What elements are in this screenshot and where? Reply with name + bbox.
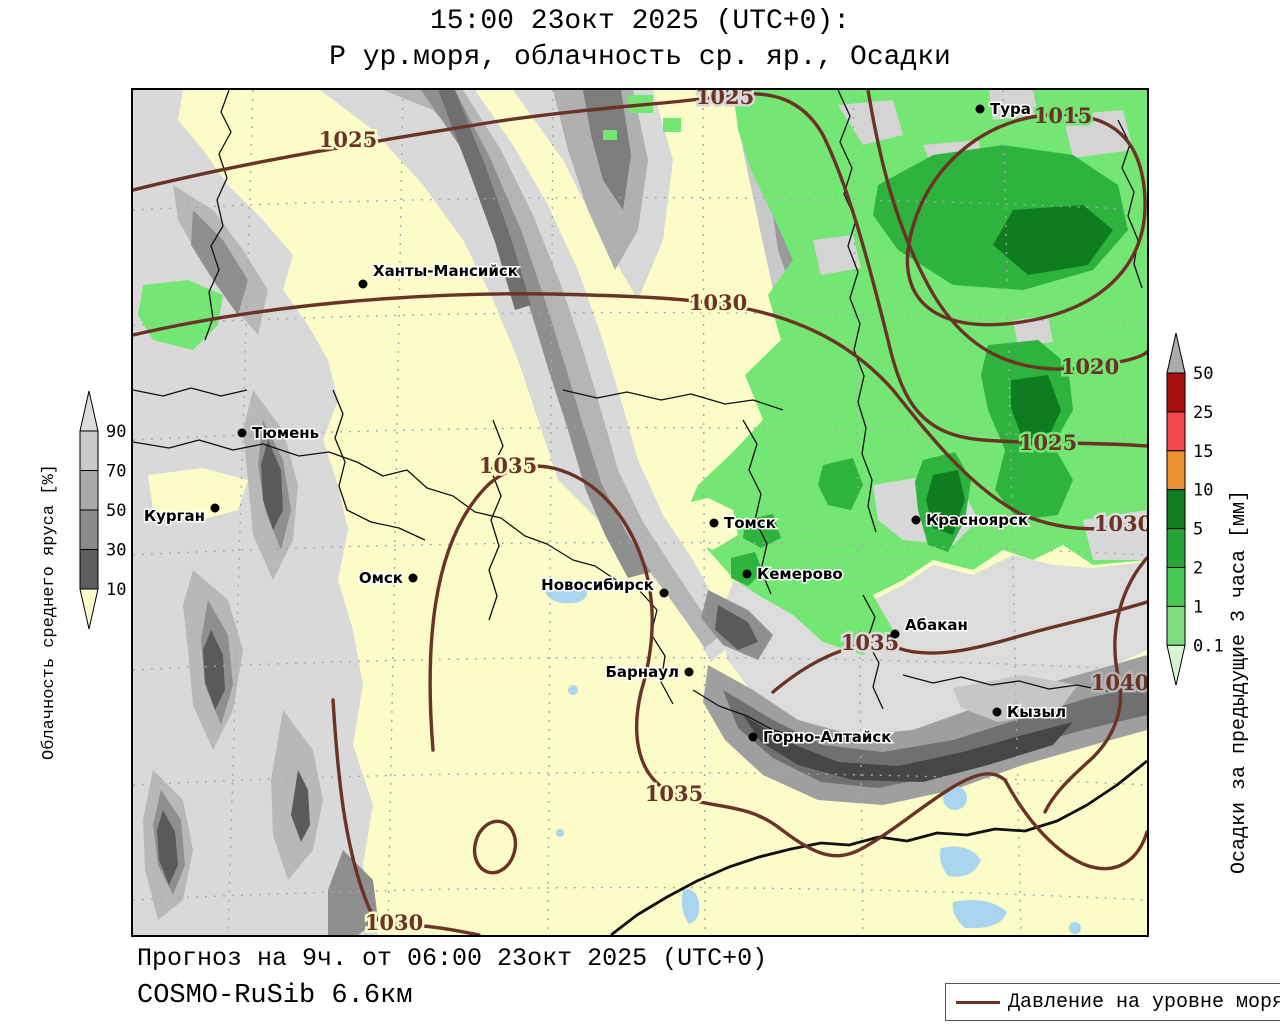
city-label-Ханты-Мансийск: Ханты-Мансийск	[373, 262, 518, 280]
map-panel: 1025 1025 1015 1020 1025 1030 1030 1035 1035 1040…	[131, 88, 1149, 937]
isobar-label-1030: 1030	[689, 290, 747, 315]
colorbar-tick: 70	[106, 462, 126, 482]
city-label-Красноярск: Красноярск	[926, 511, 1028, 529]
isobar-label-1015: 1015	[1034, 103, 1092, 128]
isobar-label-1020: 1020	[1061, 354, 1119, 379]
city-label-Кызыл: Кызыл	[1007, 703, 1066, 721]
forecast-map: 1025 1025 1015 1020 1025 1030 1030 1035 1035 1040…	[133, 90, 1147, 935]
city-label-Новосибирск: Новосибирск	[541, 576, 654, 594]
forecast-info: Прогноз на 9ч. от 06:00 23окт 2025 (UTC+…	[137, 944, 768, 973]
lake-layer	[545, 584, 1081, 934]
colorbar-tick: 30	[106, 541, 126, 561]
precip-colorbar: 50 25 15 10 5 2 1 0.1	[1166, 332, 1224, 686]
city-marker-Абакан	[890, 629, 900, 639]
city-marker-Ханты-Мансийск	[358, 279, 368, 289]
colorbar-tick: 1	[1193, 597, 1203, 617]
city-label-Кемерово: Кемерово	[757, 565, 843, 583]
city-label-Курган: Курган	[144, 507, 205, 525]
isobar-1040	[1043, 556, 1147, 814]
isobar-label-1035: 1035	[645, 781, 703, 806]
city-marker-Кызыл	[992, 707, 1002, 717]
isobar-1030	[133, 292, 1147, 531]
cloud-layer	[133, 90, 1147, 935]
precip-layer	[138, 90, 1147, 655]
city-label-Абакан: Абакан	[905, 616, 968, 634]
page-title-datetime: 15:00 23окт 2025 (UTC+0):	[429, 6, 851, 37]
city-label-Тюмень: Тюмень	[252, 424, 319, 442]
isobar-1030-south	[331, 698, 481, 935]
isobar-label-1040: 1040	[1091, 670, 1147, 695]
city-marker-Тюмень	[237, 428, 247, 438]
pressure-legend: Давление на уровне моря	[945, 983, 1280, 1021]
isobar-label-1025: 1025	[1019, 430, 1077, 455]
city-label-Барнаул: Барнаул	[605, 663, 679, 681]
isobar-1025	[133, 92, 1147, 448]
colorbar-tick: 10	[1193, 481, 1213, 501]
isobar-1015	[905, 112, 1147, 327]
city-marker-Томск	[709, 518, 719, 528]
model-info: COSMO-RuSib 6.6км	[137, 981, 413, 1011]
isobar-1035-east	[771, 600, 1147, 694]
city-layer: Тура Ханты-Мансийск Тюмень Курган Омск Томск К…	[142, 99, 1067, 748]
city-label-Тура: Тура	[990, 100, 1031, 118]
colorbar-tick: 50	[1193, 364, 1213, 384]
pressure-legend-label: Давление на уровне моря	[1008, 990, 1280, 1014]
colorbar-tick: 15	[1193, 442, 1213, 462]
page-title-fields: Р ур.моря, облачность ср. яр., Осадки	[329, 42, 951, 73]
isobar-label-1030: 1030	[365, 910, 423, 935]
city-marker-Красноярск	[911, 515, 921, 525]
city-marker-Курган	[210, 503, 220, 513]
isobar-layer	[133, 90, 1147, 935]
city-marker-Тура	[975, 104, 985, 114]
city-label-Омск: Омск	[359, 569, 403, 587]
colorbar-tick: 10	[106, 580, 126, 600]
colorbar-tick: 90	[106, 422, 126, 442]
isobar-labels: 1025 1025 1015 1020 1025 1030 1030 1035 1035 1040…	[316, 90, 1147, 935]
cloud-colorbar-title: Облачность среднего яруса [%]	[40, 464, 59, 760]
city-label-Горно-Алтайск: Горно-Алтайск	[763, 728, 892, 746]
colorbar-tick: 0.1	[1193, 636, 1224, 656]
isobar-label-1035: 1035	[479, 453, 537, 478]
colorbar-tick: 5	[1193, 520, 1203, 540]
colorbar-tick: 25	[1193, 403, 1213, 423]
pressure-line-sample	[956, 1000, 1000, 1004]
isobar-label-1025: 1025	[696, 90, 754, 109]
isobar-label-1025: 1025	[319, 127, 377, 152]
isobar-label-1030: 1030	[1094, 511, 1147, 536]
isobar-closed-cell	[472, 819, 518, 875]
colorbar-tick: 50	[106, 501, 126, 521]
city-marker-Горно-Алтайск	[748, 732, 758, 742]
isobar-1020	[866, 90, 1147, 371]
city-marker-Омск	[408, 573, 418, 583]
city-label-Томск: Томск	[724, 514, 776, 532]
isobar-1035-west	[428, 464, 1147, 871]
precip-colorbar-title: Осадки за предыдущие 3 часа [мм]	[1228, 489, 1251, 875]
city-marker-Кемерово	[742, 569, 752, 579]
city-marker-Новосибирск	[659, 588, 669, 598]
cloud-colorbar: 90 70 50 30 10	[79, 390, 126, 630]
colorbar-tick: 2	[1193, 559, 1203, 579]
city-marker-Барнаул	[684, 667, 694, 677]
isobar-label-1035: 1035	[841, 630, 899, 655]
